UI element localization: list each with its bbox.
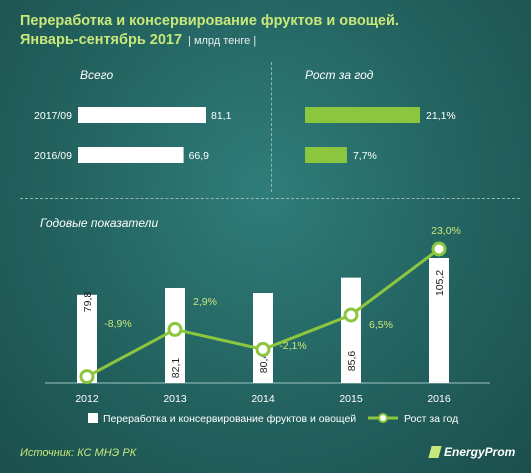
annual-bar-value-label: 79,8 bbox=[82, 292, 94, 313]
total-value-label: 66,9 bbox=[189, 150, 210, 162]
total-bar bbox=[78, 147, 184, 163]
annual-bar bbox=[429, 258, 449, 383]
title-line-2: Январь-сентябрь 2017 | млрд тенге | bbox=[20, 31, 399, 51]
annual-bar-value-label: 82,1 bbox=[170, 358, 182, 379]
growth-panel-title: Рост за год bbox=[305, 68, 374, 82]
logo-text: EnergyProm bbox=[444, 445, 516, 459]
growth-value-label: 7,7% bbox=[353, 150, 377, 162]
annual-bar-value-label: 85,6 bbox=[346, 351, 358, 372]
legend-bar-swatch bbox=[88, 413, 98, 423]
title-line-1: Переработка и консервирование фруктов и … bbox=[20, 13, 399, 29]
annual-bar bbox=[341, 277, 361, 383]
legend-line-label: Рост за год bbox=[404, 413, 458, 425]
total-panel-title: Всего bbox=[80, 68, 114, 82]
total-category-label: 2017/09 bbox=[34, 110, 72, 122]
unit-label: | млрд тенге | bbox=[188, 35, 257, 47]
legend-bar-label: Переработка и консервирование фруктов и … bbox=[103, 413, 356, 425]
source-note: Источник: КС МНЭ РК bbox=[20, 447, 137, 459]
growth-value-label: 21,1% bbox=[426, 110, 456, 122]
growth-value-label: 2,9% bbox=[193, 296, 217, 308]
annual-bar bbox=[253, 293, 273, 383]
annual-bar-value-label: 80,4 bbox=[258, 353, 270, 374]
x-tick-label: 2013 bbox=[163, 393, 187, 405]
growth-value-label: -8,9% bbox=[104, 318, 131, 330]
growth-point bbox=[255, 341, 271, 357]
annual-bar bbox=[77, 294, 97, 383]
logo-mark-icon bbox=[428, 446, 442, 458]
growth-bar bbox=[305, 147, 347, 163]
growth-value-label: 23,0% bbox=[431, 225, 461, 237]
growth-point bbox=[431, 241, 447, 257]
growth-point bbox=[79, 369, 95, 385]
x-tick-label: 2012 bbox=[75, 393, 99, 405]
x-tick-label: 2014 bbox=[251, 393, 275, 405]
legend-line-marker bbox=[378, 413, 388, 423]
growth-point bbox=[343, 307, 359, 323]
total-bar bbox=[78, 107, 206, 123]
annual-panel-title: Годовые показатели bbox=[40, 216, 159, 230]
title-period: Январь-сентябрь 2017 bbox=[20, 32, 183, 48]
total-value-label: 81,1 bbox=[211, 110, 232, 122]
growth-point bbox=[167, 321, 183, 337]
annual-bar-value-label: 105,2 bbox=[434, 270, 446, 296]
total-category-label: 2016/09 bbox=[34, 150, 72, 162]
growth-value-label: -2,1% bbox=[279, 340, 306, 352]
energyprom-logo: EnergyProm bbox=[428, 445, 516, 459]
page-title: Переработка и консервирование фруктов и … bbox=[20, 12, 399, 51]
x-tick-label: 2015 bbox=[339, 393, 363, 405]
panel-divider-horizontal bbox=[20, 198, 520, 199]
x-tick-label: 2016 bbox=[427, 393, 451, 405]
panel-divider-vertical bbox=[271, 62, 273, 192]
growth-bar bbox=[305, 107, 420, 123]
growth-value-label: 6,5% bbox=[369, 319, 393, 331]
